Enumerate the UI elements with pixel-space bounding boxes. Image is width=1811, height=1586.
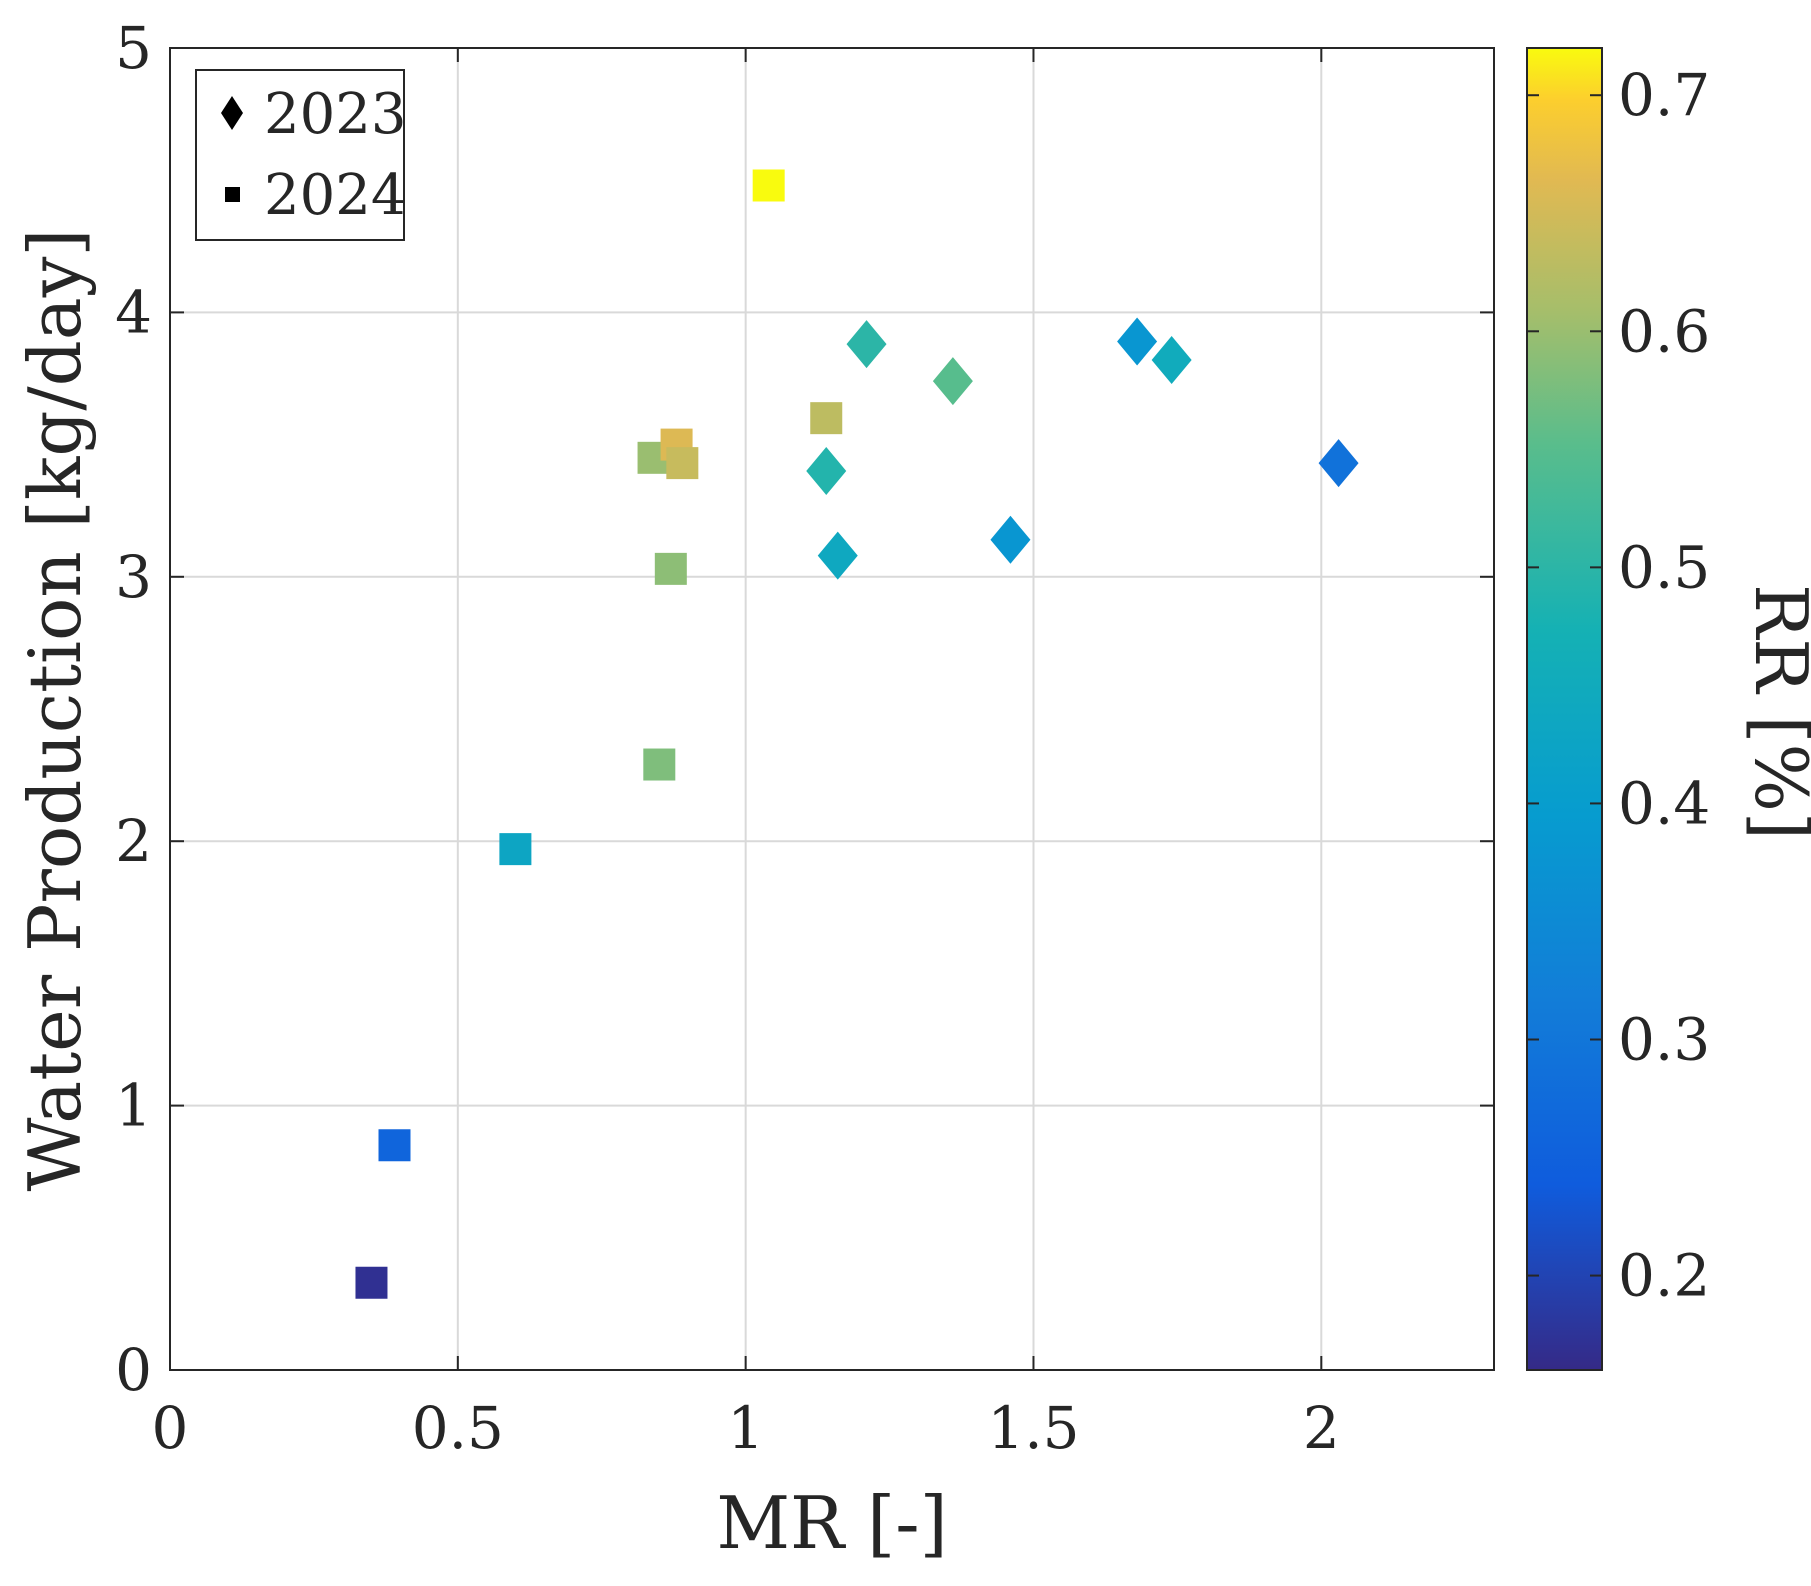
x-tick-layer: 0 0.5 1 1.5 2: [152, 48, 1340, 1462]
marker-2024-square: [810, 402, 843, 435]
x-axis-label: MR [-]: [716, 1481, 947, 1565]
x-tick-label: 1.5: [987, 1394, 1079, 1462]
x-tick-label: 0.5: [412, 1394, 504, 1462]
y-tick-label: 3: [115, 543, 152, 611]
colorbar-tick-label: 0.4: [1618, 769, 1710, 837]
x-tick-label: 1: [727, 1394, 764, 1462]
marker-2023-diamond: [817, 531, 858, 580]
marker-2023-diamond: [990, 515, 1031, 564]
x-tick-label: 2: [1303, 1394, 1340, 1462]
x-tick-label: 0: [152, 1394, 189, 1462]
colorbar: [1526, 47, 1603, 1371]
legend-diamond-icon: [221, 96, 243, 130]
y-tick-label: 2: [115, 807, 152, 875]
colorbar-tick-label: 0.3: [1618, 1006, 1710, 1074]
marker-2024-square: [654, 552, 687, 585]
y-tick-label: 1: [115, 1072, 152, 1140]
colorbar-tick-label: 0.5: [1618, 533, 1710, 601]
colorbar-tick-label: 0.7: [1618, 61, 1710, 129]
y-tick-label: 0: [115, 1336, 152, 1404]
marker-layer: [355, 169, 1359, 1299]
y-tick-label: 4: [115, 278, 152, 346]
colorbar-label: RR [%]: [1739, 584, 1811, 840]
y-tick-label: 5: [115, 14, 152, 82]
marker-2023-diamond: [1117, 317, 1158, 366]
grid-layer: [170, 48, 1494, 1370]
colorbar-tick-label: 0.2: [1618, 1242, 1710, 1310]
colorbar-tick-label: 0.6: [1618, 297, 1710, 365]
legend-label-2023: 2023: [264, 82, 407, 147]
marker-2023-diamond: [1318, 439, 1359, 488]
marker-2024-square: [378, 1129, 411, 1162]
y-tick-layer: 0 1 2 3 4 5: [115, 14, 1494, 1404]
colorbar-tick-layer: 0.2 0.3 0.4 0.5 0.6 0.7: [1527, 61, 1710, 1310]
legend: 2023 2024: [195, 69, 407, 241]
plot-area-frame: [169, 47, 1495, 1371]
y-axis-label: Water Production [kg/day]: [13, 229, 97, 1192]
marker-2024-square: [355, 1266, 388, 1299]
marker-2023-diamond: [1151, 335, 1192, 384]
legend-label-2024: 2024: [264, 163, 407, 228]
marker-2024-square: [666, 447, 699, 480]
legend-square-icon: [225, 187, 240, 202]
marker-2023-diamond: [932, 357, 973, 406]
marker-2023-diamond: [806, 447, 847, 496]
marker-2024-square: [499, 833, 532, 866]
marker-2023-diamond: [846, 320, 887, 369]
marker-2024-square: [752, 169, 785, 202]
marker-2024-square: [643, 748, 676, 781]
